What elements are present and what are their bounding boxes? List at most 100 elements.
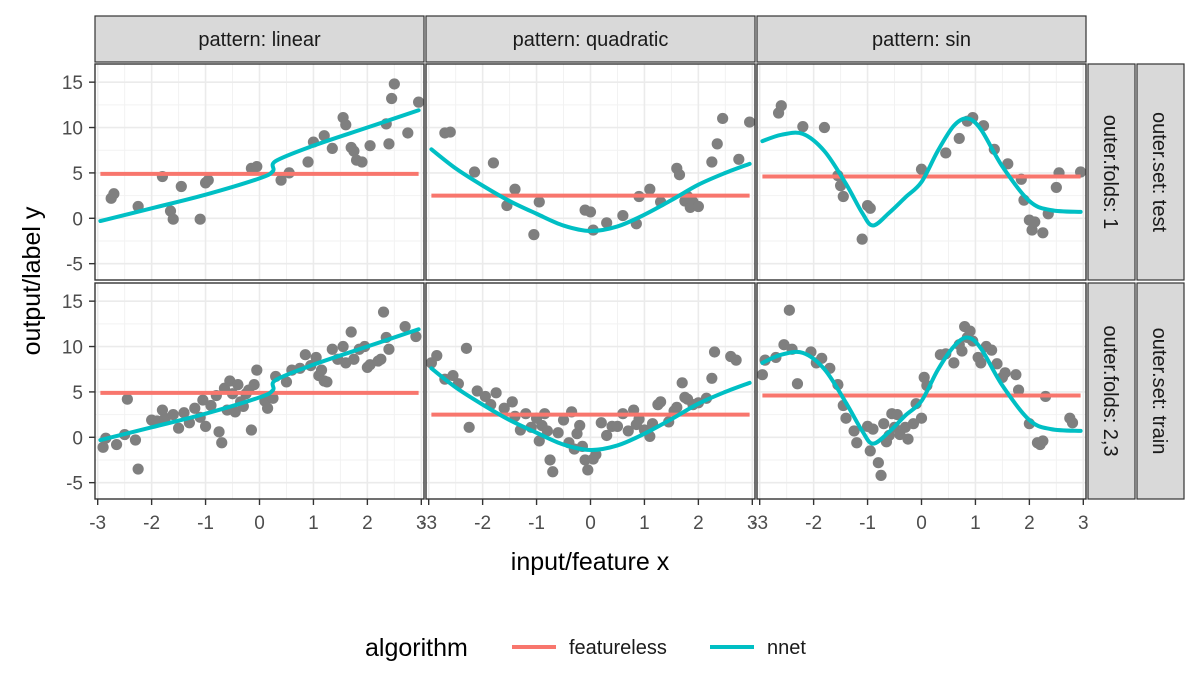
data-point xyxy=(167,213,179,225)
data-point xyxy=(528,229,540,241)
data-point xyxy=(1029,216,1041,228)
nnet-curve xyxy=(98,327,421,443)
data-point xyxy=(460,342,473,354)
data-point xyxy=(872,457,884,469)
panel-border xyxy=(756,63,1087,281)
panel-0-2 xyxy=(756,63,1087,281)
data-point xyxy=(1037,227,1049,239)
data-point xyxy=(299,349,311,361)
data-point xyxy=(986,344,998,356)
y-tick-label: 5 xyxy=(72,164,83,185)
data-point xyxy=(487,157,500,169)
data-point xyxy=(891,408,903,421)
data-point xyxy=(321,376,333,388)
y-tick-label: -5 xyxy=(66,474,83,495)
data-point xyxy=(110,438,123,451)
strip-set-train xyxy=(1136,282,1185,500)
data-point xyxy=(197,394,209,406)
x-tick-label: 0 xyxy=(585,513,596,534)
panel-1-1 xyxy=(425,282,756,500)
data-point xyxy=(189,402,201,414)
data-point xyxy=(1050,181,1062,194)
data-point xyxy=(601,217,613,229)
data-point xyxy=(199,420,212,432)
data-point xyxy=(172,422,185,434)
data-point xyxy=(202,174,214,186)
data-point xyxy=(229,406,241,418)
y-axis-ticks: -5 0 5 10 15 -5 0 5 10 15 xyxy=(62,73,95,495)
data-point xyxy=(383,138,395,150)
x-tick-label: 1 xyxy=(639,513,650,534)
data-point xyxy=(875,469,887,482)
data-point xyxy=(498,402,510,414)
panel-border xyxy=(425,63,756,281)
data-point xyxy=(783,304,795,316)
x-tick-label: 0 xyxy=(916,513,927,534)
data-point xyxy=(915,163,928,175)
data-point xyxy=(902,433,914,445)
nnet-curve xyxy=(429,366,752,452)
data-point xyxy=(644,183,656,195)
data-point xyxy=(267,392,279,404)
strip-label-folds-23: outer.folds: 2,3 xyxy=(1099,325,1121,456)
data-point xyxy=(655,396,667,408)
data-point xyxy=(956,345,968,357)
data-point xyxy=(964,325,976,337)
data-point xyxy=(744,116,756,128)
data-point xyxy=(867,423,879,435)
data-point xyxy=(848,425,860,437)
data-point xyxy=(775,100,787,112)
data-point xyxy=(676,377,688,389)
data-point xyxy=(1012,384,1025,396)
legend: algorithm featureless nnet xyxy=(365,634,806,662)
data-point xyxy=(991,358,1003,370)
data-point xyxy=(509,183,521,195)
data-point xyxy=(547,466,559,478)
y-axis-title: output/label y xyxy=(18,206,46,355)
data-point xyxy=(402,127,414,139)
data-point xyxy=(386,92,398,105)
data-point xyxy=(791,378,804,390)
data-point xyxy=(388,78,400,90)
panel-0-1 xyxy=(425,63,756,281)
nnet-curve xyxy=(760,116,1083,228)
data-point xyxy=(533,435,545,447)
panel-0-0 xyxy=(94,63,425,281)
strip-sin xyxy=(756,15,1087,63)
data-point xyxy=(232,379,244,391)
data-point xyxy=(706,156,718,168)
data-point xyxy=(552,427,564,439)
strip-label-set-test: outer.set: test xyxy=(1148,112,1170,233)
data-point xyxy=(864,445,876,457)
data-point xyxy=(579,454,591,466)
panels xyxy=(94,63,1087,500)
strip-quadratic xyxy=(425,15,756,63)
data-point xyxy=(506,396,518,408)
panel-border xyxy=(94,63,425,281)
data-point xyxy=(194,213,206,225)
data-point xyxy=(818,121,831,134)
data-point xyxy=(907,418,920,430)
data-point xyxy=(544,454,556,466)
x-tick-label: 0 xyxy=(254,513,265,534)
data-point xyxy=(275,174,287,186)
y-tick-label: 10 xyxy=(62,119,83,140)
data-point xyxy=(167,408,179,421)
data-point xyxy=(851,437,863,449)
data-point xyxy=(248,379,260,391)
data-point xyxy=(399,320,411,333)
data-point xyxy=(1010,369,1022,381)
x-tick-label: -1 xyxy=(528,513,545,534)
x-tick-label: 2 xyxy=(1024,513,1035,534)
y-tick-label: -5 xyxy=(66,255,83,276)
strip-linear xyxy=(94,15,425,63)
data-point xyxy=(706,372,718,384)
data-point xyxy=(541,425,553,437)
data-point xyxy=(953,132,965,145)
data-point xyxy=(216,437,228,449)
data-point xyxy=(463,421,475,433)
data-point xyxy=(348,145,360,157)
x-tick-label: -2 xyxy=(143,513,160,534)
y-tick-label: 15 xyxy=(62,292,83,313)
x-tick-label: -3 xyxy=(751,513,768,534)
